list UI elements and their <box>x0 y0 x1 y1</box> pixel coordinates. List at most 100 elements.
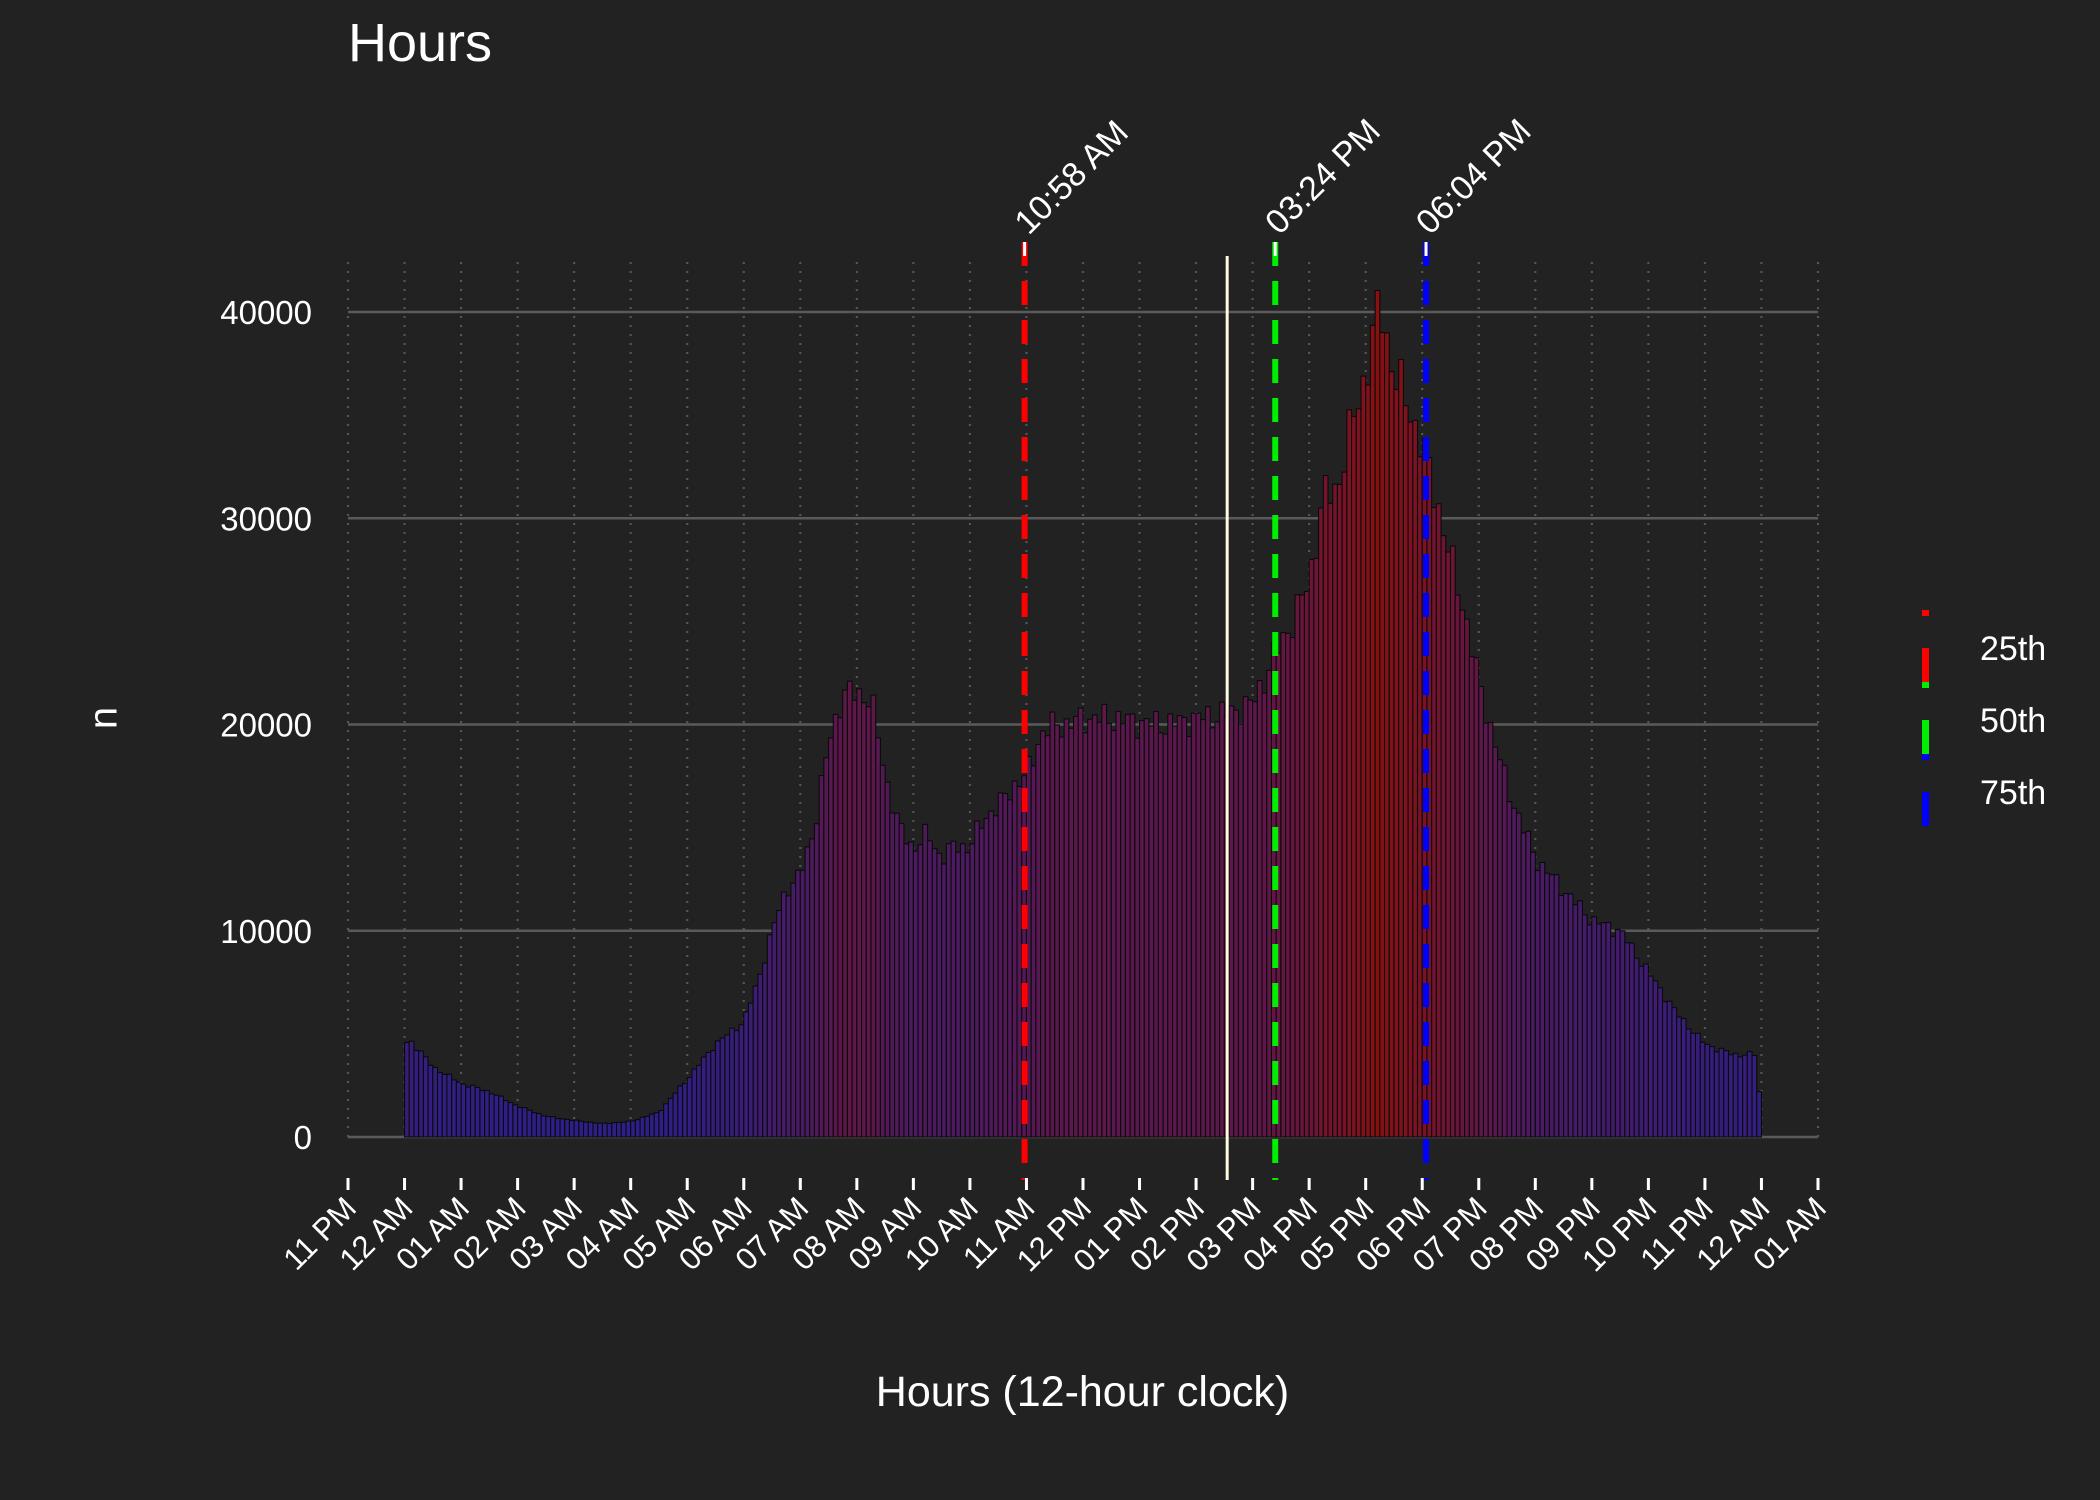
histogram-bar <box>1751 1054 1758 1138</box>
histogram-bar <box>1073 715 1079 1138</box>
legend-key-mark <box>1922 610 1929 616</box>
histogram-bar <box>1694 1032 1701 1138</box>
x-axis-label: Hours (12-hour clock) <box>875 1368 1290 1416</box>
histogram-bar <box>1511 807 1518 1138</box>
histogram-bar <box>1115 710 1122 1138</box>
legend-key-joint <box>1922 754 1929 760</box>
histogram-bar <box>747 1002 754 1138</box>
histogram-bar <box>1134 737 1141 1138</box>
histogram-bar <box>1638 965 1645 1138</box>
histogram-bar <box>1303 590 1310 1138</box>
histogram-bar <box>936 852 943 1138</box>
histogram-bar <box>1548 874 1555 1138</box>
histogram-bar <box>1596 923 1602 1138</box>
histogram-bar <box>1318 507 1324 1138</box>
histogram-bar <box>1680 1018 1687 1138</box>
histogram-bar <box>663 1103 669 1138</box>
histogram-bar <box>1709 1046 1715 1138</box>
histogram-bar <box>992 815 999 1138</box>
histogram-bar <box>1591 916 1598 1138</box>
histogram-bar <box>950 840 957 1138</box>
histogram-bar <box>771 922 778 1138</box>
histogram-bar <box>1242 696 1249 1138</box>
legend-label-50th: 50th <box>1980 702 2046 740</box>
histogram-bar <box>521 1107 528 1138</box>
histogram-bar <box>1581 914 1588 1138</box>
histogram-bar <box>1657 987 1664 1138</box>
histogram-bar <box>446 1073 453 1138</box>
histogram-bar <box>1666 1000 1673 1138</box>
histogram-bar <box>926 840 933 1138</box>
histogram-bar <box>1440 535 1447 1138</box>
histogram-bar <box>743 1011 750 1138</box>
histogram-bar <box>512 1104 519 1138</box>
histogram-bar <box>1322 475 1329 1138</box>
histogram-bar <box>969 843 976 1138</box>
histogram-bar <box>568 1119 575 1138</box>
histogram-bar <box>1355 408 1362 1138</box>
histogram-bar <box>413 1049 420 1138</box>
histogram-bar <box>1605 921 1612 1138</box>
histogram-bar <box>1383 332 1390 1138</box>
histogram-bar <box>696 1064 702 1138</box>
histogram-bar <box>861 702 867 1138</box>
histogram-bar <box>823 757 830 1138</box>
histogram-bar <box>1011 780 1018 1138</box>
histogram-bar <box>1369 324 1376 1138</box>
histogram-bar <box>597 1122 603 1138</box>
histogram-bar <box>1195 712 1202 1138</box>
histogram-bar <box>1737 1056 1744 1138</box>
histogram-bar <box>870 694 877 1138</box>
histogram-bar <box>1153 710 1159 1138</box>
histogram-bar <box>1454 594 1461 1138</box>
histogram-bar <box>1336 483 1343 1138</box>
histogram-bar <box>1058 736 1065 1138</box>
histogram-bar <box>616 1121 622 1138</box>
histogram-bar <box>1016 785 1023 1138</box>
histogram-bar <box>959 843 966 1138</box>
histogram-bar <box>1619 930 1626 1138</box>
histogram-bar <box>1388 371 1395 1138</box>
histogram-bar <box>460 1083 467 1138</box>
histogram-bar <box>714 1040 721 1138</box>
histogram-bar <box>1200 719 1207 1138</box>
histogram-bar <box>1431 506 1437 1138</box>
histogram-bar <box>1289 636 1296 1138</box>
histogram-bar <box>964 852 971 1138</box>
histogram-bar <box>667 1097 674 1138</box>
histogram-bar <box>1106 722 1112 1138</box>
histogram-bar <box>1256 680 1263 1138</box>
histogram-bar <box>1534 869 1541 1138</box>
histogram-bar <box>432 1066 439 1138</box>
histogram-bar <box>1030 765 1037 1138</box>
histogram-bar <box>988 810 995 1138</box>
histogram-bar <box>1628 942 1635 1138</box>
histogram-bar <box>644 1115 651 1138</box>
histogram-bar <box>1473 657 1480 1138</box>
histogram-bar <box>1077 707 1084 1138</box>
histogram-bar <box>1143 718 1150 1138</box>
histogram-bar <box>1209 727 1216 1138</box>
histogram-bar <box>441 1073 448 1138</box>
histogram-bar <box>1487 721 1494 1138</box>
histogram-bar <box>554 1118 561 1138</box>
histogram-bar <box>1449 545 1456 1138</box>
histogram-bar <box>427 1064 434 1138</box>
histogram-bar <box>762 962 768 1138</box>
histogram-bar <box>738 1024 745 1138</box>
y-tick-label: 30000 <box>220 500 312 537</box>
histogram-bar <box>403 1041 410 1138</box>
histogram-bar <box>828 737 834 1138</box>
histogram-bar <box>578 1120 585 1138</box>
histogram-bar <box>893 812 900 1138</box>
histogram-bar <box>1035 743 1042 1138</box>
histogram-bar <box>1252 701 1258 1138</box>
histogram-bar <box>832 713 839 1138</box>
histogram-bar <box>729 1027 735 1138</box>
histogram-bar <box>1129 713 1136 1138</box>
histogram-bar <box>700 1056 707 1138</box>
histogram-bar <box>1416 456 1423 1138</box>
histogram-bar <box>1586 924 1593 1138</box>
histogram-bar <box>884 781 891 1138</box>
